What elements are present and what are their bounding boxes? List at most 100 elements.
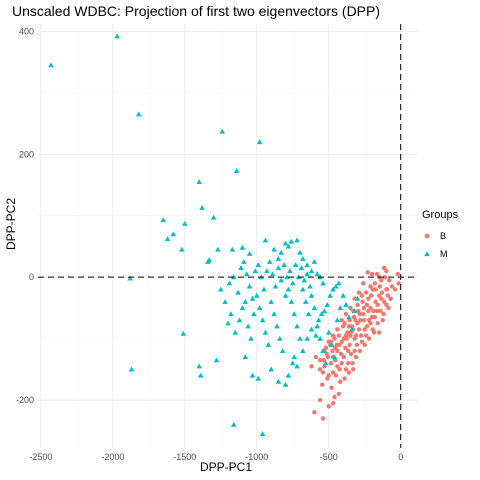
data-point-M bbox=[307, 283, 313, 289]
data-point-M bbox=[298, 265, 305, 271]
data-point-M bbox=[297, 249, 303, 255]
data-point-M bbox=[228, 311, 234, 317]
data-point-B bbox=[369, 271, 375, 277]
data-point-B bbox=[364, 302, 370, 308]
data-point-B bbox=[356, 290, 362, 295]
x-axis-title: DPP-PC1 bbox=[200, 460, 252, 474]
data-point-M bbox=[230, 421, 237, 427]
data-point-M bbox=[300, 348, 306, 354]
x-tick-label: -1500 bbox=[173, 452, 196, 462]
data-point-B bbox=[343, 367, 349, 372]
data-point-M bbox=[255, 375, 262, 381]
data-point-M bbox=[235, 289, 241, 295]
data-point-B bbox=[341, 354, 347, 360]
data-point-B bbox=[366, 336, 372, 341]
data-point-B bbox=[348, 351, 354, 357]
data-point-B bbox=[339, 317, 344, 323]
data-point-B bbox=[333, 373, 339, 378]
data-point-M bbox=[282, 292, 289, 298]
data-point-M bbox=[274, 323, 280, 329]
data-point-M bbox=[253, 292, 260, 298]
data-point-B bbox=[339, 361, 344, 366]
data-point-B bbox=[371, 308, 376, 314]
data-point-B bbox=[337, 367, 342, 372]
data-point-B bbox=[330, 400, 336, 406]
data-point-B bbox=[366, 308, 371, 314]
legend-title: Groups bbox=[422, 209, 459, 221]
data-point-M bbox=[218, 286, 224, 292]
legend-label-B: B bbox=[440, 231, 446, 241]
data-point-B bbox=[384, 287, 390, 292]
data-point-B bbox=[361, 281, 366, 286]
data-point-M bbox=[348, 326, 355, 332]
data-point-B bbox=[357, 348, 362, 354]
data-point-B bbox=[385, 293, 390, 298]
data-point-M bbox=[261, 286, 267, 292]
data-point-B bbox=[362, 327, 367, 332]
data-point-B bbox=[364, 324, 370, 329]
data-point-M bbox=[311, 305, 318, 310]
data-point-M bbox=[324, 302, 331, 307]
data-point-M bbox=[238, 265, 244, 271]
data-point-M bbox=[285, 286, 292, 292]
data-point-M bbox=[331, 354, 338, 360]
data-point-M bbox=[308, 292, 315, 298]
data-point-B bbox=[365, 270, 370, 275]
data-point-M bbox=[219, 128, 226, 134]
data-point-B bbox=[381, 299, 387, 304]
data-point-M bbox=[288, 238, 295, 244]
data-point-B bbox=[361, 317, 367, 323]
data-point-M bbox=[271, 246, 277, 252]
data-point-M bbox=[315, 317, 322, 323]
data-point-B bbox=[320, 370, 326, 375]
x-tick-label: -500 bbox=[320, 452, 338, 462]
data-point-M bbox=[226, 280, 233, 286]
data-point-B bbox=[325, 354, 331, 360]
data-point-B bbox=[381, 265, 387, 271]
data-point-M bbox=[320, 348, 326, 354]
data-point-B bbox=[368, 321, 373, 326]
data-point-B bbox=[374, 308, 380, 314]
data-point-B bbox=[392, 287, 398, 292]
data-point-M bbox=[308, 268, 315, 274]
reference-lines bbox=[38, 24, 418, 448]
data-point-M bbox=[268, 366, 274, 372]
data-point-M bbox=[225, 320, 231, 326]
data-point-M bbox=[249, 295, 256, 301]
data-point-B bbox=[317, 397, 323, 403]
data-point-M bbox=[304, 262, 310, 267]
data-point-M bbox=[256, 139, 263, 145]
data-point-B bbox=[368, 305, 373, 311]
data-point-M bbox=[127, 275, 133, 281]
data-point-M bbox=[128, 366, 135, 372]
data-point-M bbox=[304, 271, 310, 277]
data-point-M bbox=[256, 305, 263, 310]
data-point-M bbox=[252, 268, 259, 274]
data-point-B bbox=[361, 311, 366, 317]
data-point-M bbox=[259, 431, 266, 436]
data-point-M bbox=[135, 111, 142, 117]
data-point-B bbox=[379, 290, 385, 295]
data-point-M bbox=[179, 246, 185, 252]
data-point-M bbox=[308, 326, 315, 332]
data-point-B bbox=[335, 348, 340, 354]
data-point-M bbox=[321, 308, 328, 314]
data-point-M bbox=[297, 335, 303, 341]
data-point-B bbox=[384, 302, 389, 308]
data-point-M bbox=[180, 330, 187, 336]
data-point-B bbox=[372, 281, 378, 286]
data-point-B bbox=[362, 342, 367, 347]
data-point-B bbox=[384, 268, 389, 274]
data-point-B bbox=[353, 333, 359, 338]
data-point-M bbox=[287, 268, 293, 274]
legend-key-B bbox=[424, 233, 430, 239]
data-point-M bbox=[346, 314, 352, 320]
data-point-B bbox=[329, 385, 334, 390]
data-point-B bbox=[351, 367, 356, 372]
data-point-B bbox=[357, 311, 362, 317]
data-point-B bbox=[353, 354, 359, 360]
data-point-M bbox=[354, 295, 361, 301]
data-point-M bbox=[271, 311, 277, 317]
data-point-B bbox=[354, 342, 360, 347]
